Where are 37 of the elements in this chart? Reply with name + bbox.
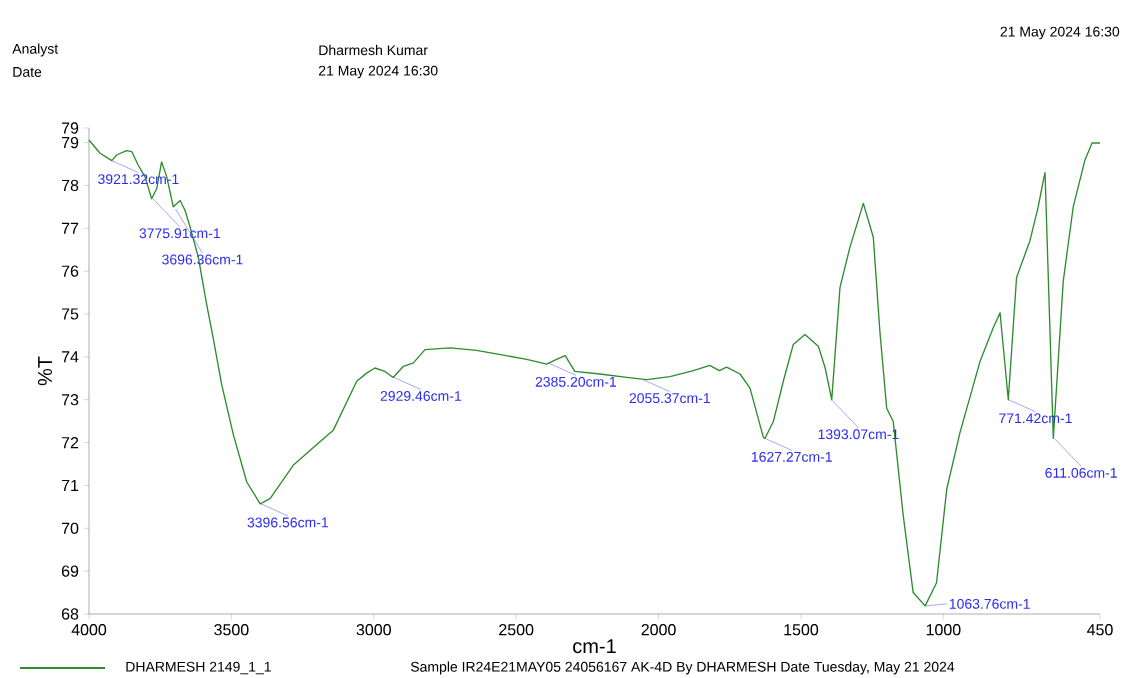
annotation: 3396.56cm-1 — [247, 517, 328, 528]
x-tick-label: 3500 — [214, 624, 249, 636]
text: DHARMESH 2149_1_1 — [126, 661, 271, 675]
annotation: 2055.37cm-1 — [629, 393, 710, 404]
text: Analyst — [12, 43, 59, 57]
text: 21 May 2024 16:30 — [1000, 26, 1120, 40]
y-tick-label: 73 — [61, 394, 79, 406]
y-tick-label: 78 — [61, 179, 79, 192]
y-tick-label: 71 — [61, 479, 79, 491]
y-tick-label: 79 — [61, 136, 79, 149]
x-tick-label: 3000 — [356, 624, 391, 636]
y-tick-label: 74 — [61, 351, 79, 363]
y-tick-label: 76 — [61, 265, 79, 277]
text: 21 May 2024 16:30 — [318, 65, 438, 79]
annotation: 1063.76cm-1 — [949, 598, 1030, 609]
y-tick-label: 69 — [61, 565, 79, 577]
y-tick-label: 75 — [61, 308, 79, 320]
x-tick-label: 1500 — [784, 624, 819, 636]
x-tick-label: 1000 — [926, 624, 961, 636]
annotation: 2385.20cm-1 — [535, 376, 617, 387]
y-axis-title: %T — [38, 356, 52, 386]
x-tick-label: 2500 — [499, 624, 534, 636]
y-tick-label: 68 — [61, 608, 79, 620]
annotation: 611.06cm-1 — [1045, 467, 1117, 478]
x-tick-label: 450 — [1087, 624, 1113, 636]
x-tick-label: 4000 — [71, 624, 107, 636]
text: Date — [13, 67, 42, 77]
text: Dharmesh Kumar — [319, 44, 428, 56]
text: Sample IR24E21MAY05 24056167 AK-4D By DHARMESH Date Tuesday, May 21 2024 — [410, 661, 955, 675]
annotation: 1627.27cm-1 — [751, 451, 832, 462]
x-tick-label: 2000 — [641, 624, 676, 636]
annotation: 2929.46cm-1 — [380, 391, 462, 401]
y-tick-label: 70 — [61, 522, 79, 534]
y-tick-label: 79 — [61, 122, 79, 134]
y-tick-label: 72 — [61, 436, 79, 449]
x-axis-title: cm-1 — [573, 639, 616, 654]
y-tick-label: 77 — [61, 222, 79, 234]
